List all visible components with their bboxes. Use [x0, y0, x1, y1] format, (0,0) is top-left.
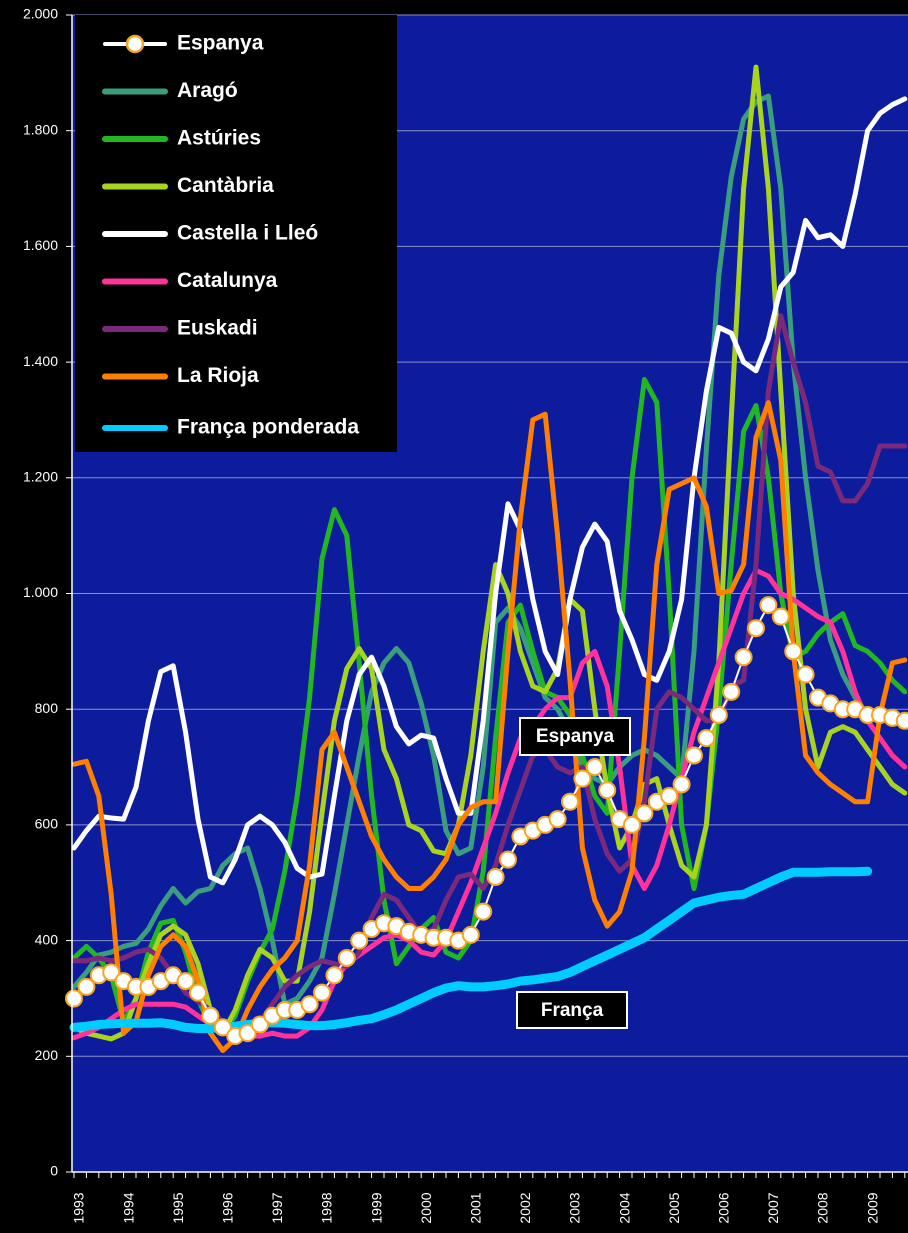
- y-tick-label: 0: [50, 1163, 58, 1179]
- x-tick-label: 1993: [71, 1192, 87, 1223]
- x-tick-label: 2000: [418, 1192, 434, 1223]
- series-marker: [722, 682, 741, 701]
- series-line: [71, 93, 908, 1007]
- series-marker: [585, 758, 604, 777]
- x-tick-label: 2004: [616, 1192, 632, 1223]
- x-tick-label: 2002: [517, 1192, 533, 1223]
- series-marker: [176, 972, 195, 991]
- y-tick-label: 200: [35, 1047, 59, 1063]
- series-marker: [697, 729, 716, 748]
- series-marker: [486, 867, 505, 886]
- y-tick-label: 1.800: [23, 121, 58, 137]
- x-tick-label: 1998: [319, 1192, 335, 1223]
- legend-label: Euskadi: [177, 317, 258, 340]
- legend-label: França ponderada: [177, 416, 359, 439]
- series-marker: [672, 775, 691, 794]
- x-tick-label: 1999: [368, 1192, 384, 1223]
- annotation-box: [519, 717, 631, 756]
- series-marker: [709, 705, 728, 724]
- series-marker: [635, 804, 654, 823]
- series-marker: [461, 925, 480, 944]
- legend-label: Astúries: [177, 127, 261, 150]
- legend-label: Espanya: [177, 32, 264, 55]
- series-marker: [747, 619, 765, 638]
- legend-entries: Espanya Aragó Astúries Cantàbria Castella i …: [102, 32, 359, 439]
- series-marker: [548, 810, 567, 829]
- x-tick-label: 2008: [815, 1192, 831, 1223]
- series-marker: [499, 850, 517, 869]
- y-tick-label: 1.600: [23, 237, 58, 253]
- annotation: Espanya: [536, 726, 615, 747]
- x-tick-label: 2003: [567, 1192, 583, 1223]
- x-tick-label: 1994: [120, 1192, 136, 1223]
- series-marker: [573, 769, 592, 788]
- series-marker: [300, 995, 319, 1014]
- x-tick-label: 2009: [864, 1192, 880, 1223]
- series-marker: [102, 963, 121, 982]
- series-marker: [895, 711, 908, 730]
- series-marker: [734, 648, 753, 667]
- series-marker: [189, 983, 207, 1002]
- x-tick-label: 2006: [716, 1192, 732, 1223]
- lines: [65, 64, 908, 1053]
- series-line: [69, 866, 873, 1033]
- series-line: [71, 96, 908, 886]
- legend-label: Castella i Lleó: [177, 222, 318, 245]
- x-tick-label: 1995: [170, 1192, 186, 1223]
- y-tick-label: 1.400: [23, 353, 58, 369]
- y-tick-label: 2.000: [23, 6, 58, 22]
- series-marker: [474, 902, 493, 921]
- series-marker: [784, 642, 803, 661]
- x-tick-label: 2001: [468, 1192, 484, 1223]
- series-line: [71, 400, 908, 1053]
- series-marker: [759, 596, 778, 615]
- x-tick-label: 1997: [269, 1192, 285, 1223]
- y-tick-label: 1.200: [23, 469, 58, 485]
- series-marker: [201, 1006, 220, 1025]
- x-tick-label: 1996: [220, 1192, 236, 1223]
- y-tick-label: 800: [35, 700, 59, 716]
- legend-marker: [125, 34, 145, 54]
- annotation-box: [516, 991, 628, 1029]
- series-marker: [796, 665, 815, 684]
- series-marker: [660, 786, 679, 805]
- legend-label: Cantàbria: [177, 174, 274, 197]
- annotation: França: [541, 1000, 604, 1021]
- series-marker: [771, 607, 790, 626]
- series-marker: [623, 815, 641, 834]
- legend-label: Catalunya: [177, 269, 278, 292]
- series-marker: [65, 989, 83, 1008]
- series-marker: [251, 1015, 269, 1034]
- series-marker: [350, 931, 369, 950]
- series-marker: [238, 1024, 257, 1043]
- y-tick-label: 400: [35, 931, 59, 947]
- series-marker: [325, 966, 344, 985]
- series-marker: [313, 983, 331, 1002]
- series-marker: [561, 792, 579, 811]
- x-tick-label: 2005: [666, 1192, 682, 1223]
- series-marker: [598, 781, 617, 800]
- y-tick-label: 600: [35, 816, 59, 832]
- legend-label: Aragó: [177, 79, 238, 102]
- series-marker: [685, 746, 703, 765]
- series-marker: [77, 977, 96, 996]
- legend-label: La Rioja: [177, 364, 259, 387]
- series-marker: [213, 1018, 232, 1037]
- y-tick-label: 1.000: [23, 584, 58, 600]
- series-marker: [337, 948, 356, 967]
- x-tick-label: 2007: [765, 1192, 781, 1223]
